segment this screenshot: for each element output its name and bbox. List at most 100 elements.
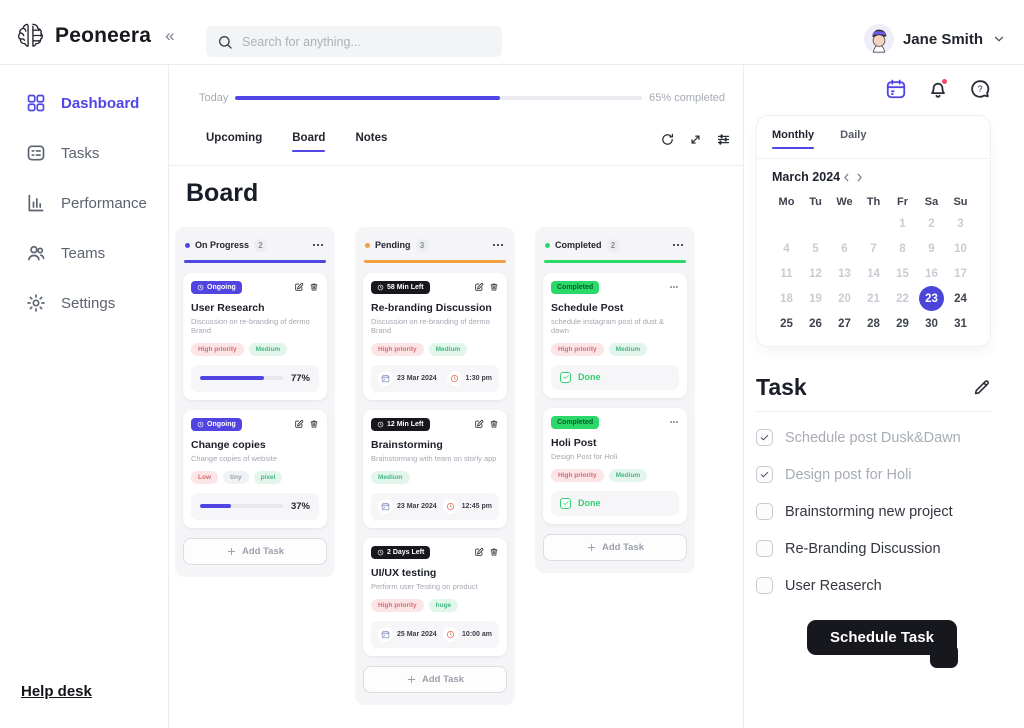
sidebar-item-dashboard[interactable]: Dashboard <box>0 78 168 128</box>
calendar-day-26[interactable]: 26 <box>809 317 822 330</box>
calendar-day-31[interactable]: 31 <box>954 317 967 330</box>
time-chip: 10:00 am <box>443 626 492 642</box>
sidebar-item-tasks[interactable]: Tasks <box>0 128 168 178</box>
more-icon[interactable] <box>669 417 679 427</box>
sidebar-item-performance[interactable]: Performance <box>0 178 168 228</box>
calendar-day-10[interactable]: 10 <box>954 242 967 255</box>
task-card[interactable]: 12 Min Left Brainstorming Brainstorming wi… <box>363 409 507 528</box>
task-checkbox[interactable] <box>756 577 773 594</box>
calendar-day-22[interactable]: 22 <box>896 292 909 305</box>
calendar-day-4[interactable]: 4 <box>783 242 790 255</box>
user-menu[interactable]: Jane Smith <box>863 24 1006 54</box>
delete-icon[interactable] <box>489 282 499 292</box>
calendar-day-16[interactable]: 16 <box>925 267 938 280</box>
avatar <box>863 24 894 54</box>
calendar-icon[interactable] <box>885 78 907 100</box>
more-icon[interactable] <box>671 238 685 252</box>
expand-icon[interactable] <box>688 132 703 147</box>
calendar-day-12[interactable]: 12 <box>809 267 822 280</box>
task-item-re-branding-discussion[interactable]: Re-Branding Discussion <box>756 530 991 567</box>
task-checkbox[interactable] <box>756 466 773 483</box>
help-bubble-icon[interactable]: ? <box>969 78 991 100</box>
calendar-day-13[interactable]: 13 <box>838 267 851 280</box>
task-card[interactable]: 2 Days Left UI/UX testing Perform user Tes… <box>363 537 507 656</box>
task-checkbox[interactable] <box>756 540 773 557</box>
delete-icon[interactable] <box>309 282 319 292</box>
main-content: Today 65% completed Upcoming Board Notes B… <box>169 65 743 728</box>
task-card[interactable]: 58 Min Left Re-branding Discussion Discuss… <box>363 272 507 400</box>
tab-upcoming[interactable]: Upcoming <box>206 132 262 152</box>
task-card[interactable]: Ongoing User Research Discussion on re-bra… <box>183 272 327 400</box>
more-icon[interactable] <box>491 238 505 252</box>
edit-icon[interactable] <box>474 419 484 429</box>
calendar-day-14[interactable]: 14 <box>867 267 880 280</box>
edit-icon[interactable] <box>474 282 484 292</box>
filter-icon[interactable] <box>716 132 731 147</box>
calendar-day-25[interactable]: 25 <box>780 317 793 330</box>
edit-icon[interactable] <box>294 282 304 292</box>
sidebar-item-settings[interactable]: Settings <box>0 278 168 328</box>
task-item-user-reaserch[interactable]: User Reaserch <box>756 567 991 604</box>
calendar-day-9[interactable]: 9 <box>928 242 935 255</box>
progress-percent: 37% <box>290 500 310 512</box>
task-item-brainstorming-new-project[interactable]: Brainstorming new project <box>756 493 991 530</box>
delete-icon[interactable] <box>309 419 319 429</box>
add-task-button[interactable]: Add Task <box>543 533 687 561</box>
pencil-icon[interactable] <box>972 378 991 397</box>
calendar-day-27[interactable]: 27 <box>838 317 851 330</box>
bell-icon[interactable] <box>927 78 949 100</box>
task-checkbox[interactable] <box>756 503 773 520</box>
sidebar-collapse-button[interactable]: « <box>165 25 175 45</box>
edit-icon[interactable] <box>294 419 304 429</box>
edit-icon[interactable] <box>474 547 484 557</box>
add-task-button[interactable]: Add Task <box>183 537 327 565</box>
calendar-day-2[interactable]: 2 <box>928 217 935 230</box>
done-checkbox[interactable] <box>560 371 571 383</box>
calendar-day-11[interactable]: 11 <box>780 267 793 280</box>
calendar-day-20[interactable]: 20 <box>838 292 851 305</box>
done-checkbox[interactable] <box>560 497 571 509</box>
calendar-day-23[interactable]: 23 <box>917 286 946 311</box>
search-input[interactable] <box>242 34 491 49</box>
calendar-day-19[interactable]: 19 <box>809 292 822 305</box>
calendar-day-6[interactable]: 6 <box>841 242 848 255</box>
calendar-day-18[interactable]: 18 <box>780 292 793 305</box>
calendar-day-5[interactable]: 5 <box>812 242 819 255</box>
history-icon[interactable] <box>660 132 675 147</box>
tab-board[interactable]: Board <box>292 132 326 152</box>
more-icon[interactable] <box>311 238 325 252</box>
calendar-day-7[interactable]: 7 <box>870 242 877 255</box>
calendar-day-29[interactable]: 29 <box>896 317 909 330</box>
schedule-task-button[interactable]: Schedule Task <box>807 620 958 668</box>
delete-icon[interactable] <box>489 419 499 429</box>
delete-icon[interactable] <box>489 547 499 557</box>
add-task-button[interactable]: Add Task <box>363 665 507 693</box>
sidebar-item-teams[interactable]: Teams <box>0 228 168 278</box>
calendar-day-28[interactable]: 28 <box>867 317 880 330</box>
card-time: 10:00 am <box>462 630 492 638</box>
calendar-day-30[interactable]: 30 <box>925 317 938 330</box>
calendar-day-24[interactable]: 24 <box>954 292 967 305</box>
task-checkbox[interactable] <box>756 429 773 446</box>
task-card[interactable]: Completed Schedule Post schedule instagram… <box>543 272 687 398</box>
task-card[interactable]: Ongoing Change copies Change copies of web… <box>183 409 327 528</box>
calendar-day-21[interactable]: 21 <box>867 292 880 305</box>
calendar-day-1[interactable]: 1 <box>899 217 906 230</box>
search-bar[interactable] <box>206 26 502 57</box>
column-name: Completed <box>555 240 602 250</box>
calendar-day-3[interactable]: 3 <box>957 217 964 230</box>
task-item-design-post-for-holi[interactable]: Design post for Holi <box>756 456 991 493</box>
task-item-schedule-post-dusk-dawn[interactable]: Schedule post Dusk&Dawn <box>756 419 991 456</box>
weekday-label: Th <box>866 196 881 208</box>
calendar-tab-monthly[interactable]: Monthly <box>772 129 815 149</box>
calendar-day-8[interactable]: 8 <box>899 242 906 255</box>
calendar-tab-daily[interactable]: Daily <box>840 129 866 149</box>
chevron-right-icon[interactable] <box>853 171 866 184</box>
tab-notes[interactable]: Notes <box>355 132 387 152</box>
task-card[interactable]: Completed Holi Post Design Post for Holi Hi… <box>543 407 687 524</box>
chevron-left-icon[interactable] <box>840 171 853 184</box>
help-desk-link[interactable]: Help desk <box>21 683 92 700</box>
calendar-day-17[interactable]: 17 <box>954 267 967 280</box>
more-icon[interactable] <box>669 282 679 292</box>
calendar-day-15[interactable]: 15 <box>896 267 909 280</box>
